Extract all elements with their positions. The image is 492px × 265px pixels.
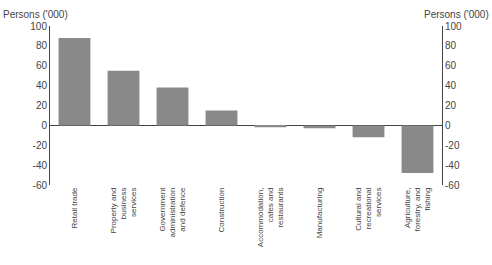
svg-text:80: 80 [36,40,48,51]
svg-text:Construction: Construction [217,188,226,233]
svg-text:-60: -60 [33,180,48,191]
svg-text:-20: -20 [33,140,48,151]
svg-text:Persons ('000): Persons ('000) [424,9,489,20]
svg-text:0: 0 [41,120,47,131]
svg-text:20: 20 [445,100,457,111]
svg-text:Persons ('000): Persons ('000) [3,9,68,20]
svg-text:Agriculture,forestry, andfishi: Agriculture,forestry, andfishing [403,188,433,232]
svg-text:0: 0 [445,120,451,131]
svg-text:60: 60 [445,60,457,71]
svg-text:-60: -60 [445,180,460,191]
svg-text:60: 60 [36,60,48,71]
svg-text:40: 40 [445,80,457,91]
svg-text:Retail trade: Retail trade [70,187,79,228]
svg-text:-40: -40 [33,160,48,171]
svg-text:Governmentadministrationand de: Governmentadministrationand defence [158,187,188,238]
svg-text:-40: -40 [445,160,460,171]
svg-text:20: 20 [36,100,48,111]
svg-text:Property andbusinessservices: Property andbusinessservices [109,188,139,234]
svg-text:-20: -20 [445,140,460,151]
svg-text:Manufacturing: Manufacturing [315,188,324,239]
svg-text:80: 80 [445,40,457,51]
svg-text:100: 100 [445,21,462,32]
svg-text:Cultural andrecreationalservic: Cultural andrecreationalservices [354,187,384,230]
svg-text:Accommodation,cafes andrestaur: Accommodation,cafes andrestaurants [256,188,286,248]
svg-text:40: 40 [36,80,48,91]
svg-text:100: 100 [30,21,47,32]
